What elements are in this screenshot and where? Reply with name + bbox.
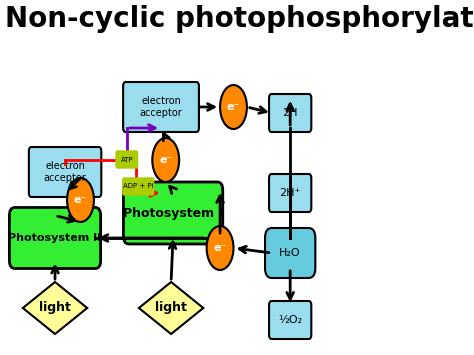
Text: e⁻: e⁻ <box>159 155 173 165</box>
Ellipse shape <box>152 138 179 182</box>
Ellipse shape <box>67 178 94 222</box>
Text: 2H: 2H <box>283 108 298 118</box>
FancyBboxPatch shape <box>123 178 154 195</box>
Text: electron
acceptor: electron acceptor <box>140 96 182 118</box>
Text: electron
acceptor: electron acceptor <box>44 161 86 183</box>
FancyBboxPatch shape <box>29 147 101 197</box>
Polygon shape <box>23 282 87 334</box>
Ellipse shape <box>207 226 234 270</box>
Text: e⁻: e⁻ <box>213 243 227 253</box>
Text: ATP: ATP <box>120 157 133 163</box>
Text: ½O₂: ½O₂ <box>278 315 302 325</box>
FancyBboxPatch shape <box>123 82 199 132</box>
Text: 2H⁺: 2H⁺ <box>280 188 301 198</box>
FancyBboxPatch shape <box>265 228 315 278</box>
Text: Non-cyclic photophosphorylation: Non-cyclic photophosphorylation <box>5 5 474 33</box>
FancyBboxPatch shape <box>116 151 137 168</box>
Text: light: light <box>155 301 187 315</box>
Polygon shape <box>139 282 203 334</box>
FancyBboxPatch shape <box>269 301 311 339</box>
FancyBboxPatch shape <box>269 174 311 212</box>
Text: Photosystem I: Photosystem I <box>123 207 223 219</box>
Text: ADP + Pi: ADP + Pi <box>123 184 154 190</box>
FancyBboxPatch shape <box>123 182 223 244</box>
FancyBboxPatch shape <box>269 94 311 132</box>
FancyBboxPatch shape <box>9 208 100 268</box>
Text: e⁻: e⁻ <box>74 195 87 205</box>
Text: H₂O: H₂O <box>279 248 301 258</box>
Text: e⁻: e⁻ <box>227 102 240 112</box>
Text: light: light <box>39 301 71 315</box>
Ellipse shape <box>220 85 247 129</box>
Text: Photosystem II: Photosystem II <box>9 233 101 243</box>
